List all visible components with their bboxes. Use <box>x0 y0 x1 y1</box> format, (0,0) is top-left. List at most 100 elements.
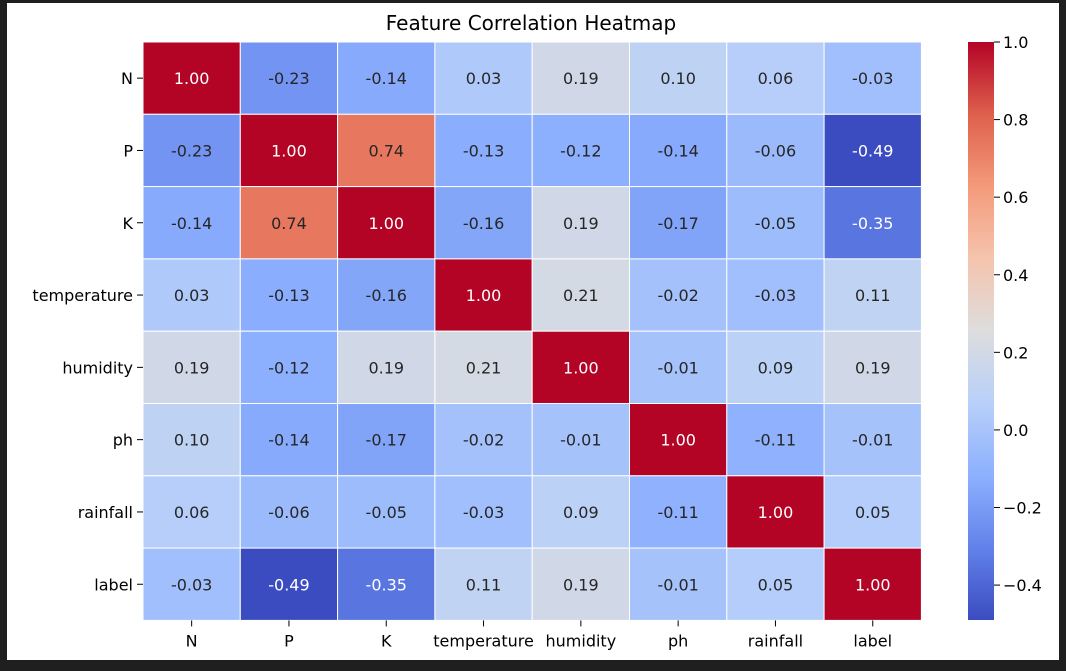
cell-value-label: -0.14 <box>366 69 407 88</box>
cell-value-label: -0.17 <box>657 214 698 233</box>
heatmap-cell <box>239 113 339 188</box>
chart-figure: Feature Correlation Heatmap 1.00 -0.23 -0.… <box>7 3 1059 660</box>
cell-value-label: 0.19 <box>563 214 599 233</box>
cell-value-label: -0.12 <box>268 358 309 377</box>
cell-value-label: -0.17 <box>366 431 407 450</box>
cell-value-label: 1.00 <box>466 286 502 305</box>
cell-value-label: -0.01 <box>657 358 698 377</box>
cell-value-label: -0.11 <box>657 503 698 522</box>
colorbar-tick-label: 0.2 <box>1003 343 1028 362</box>
heatmap-cell <box>434 330 533 405</box>
heatmap-cell <box>823 113 922 188</box>
cell-value-label: -0.49 <box>268 575 309 594</box>
heatmap-cell <box>142 475 241 549</box>
heatmap-cell <box>434 113 533 188</box>
heatmap-cell <box>531 258 631 332</box>
heatmap-cell <box>629 113 728 188</box>
colorbar-tick-label: 0.0 <box>1003 421 1028 440</box>
x-tick-label: P <box>284 631 294 650</box>
cell-value-label: -0.02 <box>657 286 698 305</box>
heatmap-chart: Feature Correlation Heatmap 1.00 -0.23 -0.… <box>32 11 1042 650</box>
cell-value-label: 1.00 <box>758 503 794 522</box>
heatmap-cell <box>337 547 436 621</box>
heatmap-cell <box>434 186 533 260</box>
heatmap-cell <box>531 403 631 477</box>
cell-value-label: 1.00 <box>368 214 404 233</box>
heatmap-cell <box>239 403 339 477</box>
x-tick-label: temperature <box>433 631 534 650</box>
cell-value-label: -0.14 <box>268 431 309 450</box>
cell-value-label: -0.03 <box>171 575 212 594</box>
heatmap-cell <box>629 403 728 477</box>
heatmap-cell <box>434 41 533 115</box>
cell-value-label: 1.00 <box>563 358 599 377</box>
cell-value-label: 0.10 <box>174 431 210 450</box>
heatmap-cell <box>629 186 728 260</box>
cell-value-label: -0.03 <box>463 503 504 522</box>
cell-value-label: 0.19 <box>563 69 599 88</box>
cell-value-label: 0.21 <box>466 358 502 377</box>
heatmap-cell <box>337 258 436 332</box>
heatmap-cell <box>434 258 533 332</box>
cell-value-label: -0.05 <box>755 214 796 233</box>
heatmap-cell <box>531 113 631 188</box>
heatmap-cell <box>823 403 922 477</box>
cell-value-label: -0.13 <box>463 141 504 160</box>
heatmap-cell <box>823 186 922 260</box>
y-tick-label: rainfall <box>78 503 133 522</box>
cell-value-label: 0.74 <box>368 141 404 160</box>
colorbar-tick-label: 0.6 <box>1003 188 1028 207</box>
cell-value-label: -0.16 <box>366 286 407 305</box>
y-tick-label: temperature <box>32 286 133 305</box>
cell-value-label: -0.03 <box>852 69 893 88</box>
heatmap-cell <box>337 186 436 260</box>
cell-value-label: 0.19 <box>563 575 599 594</box>
cell-value-label: -0.03 <box>755 286 796 305</box>
cell-value-label: 0.06 <box>758 69 794 88</box>
heatmap-cell <box>726 330 825 405</box>
cell-value-label: 0.19 <box>855 358 891 377</box>
cell-value-label: 0.05 <box>758 575 794 594</box>
y-tick-label: ph <box>113 431 133 450</box>
cell-value-label: 1.00 <box>660 431 696 450</box>
heatmap-cell <box>531 330 631 405</box>
x-tick-label: N <box>186 631 198 650</box>
heatmap-cells: 1.00 -0.23 -0.14 0.03 0.19 0.10 0.06 -0.03 -0.23… <box>142 41 922 621</box>
x-tick-label: label <box>853 631 892 650</box>
heatmap-cell <box>629 330 728 405</box>
cell-value-label: -0.06 <box>755 141 796 160</box>
cell-value-label: 0.11 <box>466 575 502 594</box>
cell-value-label: -0.23 <box>171 141 212 160</box>
chart-title: Feature Correlation Heatmap <box>386 11 676 35</box>
heatmap-cell <box>434 547 533 621</box>
cell-value-label: -0.14 <box>657 141 698 160</box>
cell-value-label: 0.05 <box>855 503 891 522</box>
cell-value-label: 0.06 <box>174 503 210 522</box>
cell-value-label: -0.12 <box>560 141 601 160</box>
cell-value-label: -0.01 <box>852 431 893 450</box>
cell-value-label: 0.09 <box>563 503 599 522</box>
heatmap-cell <box>337 330 436 405</box>
cell-value-label: -0.35 <box>852 214 893 233</box>
colorbar-tick-label: 1.0 <box>1003 33 1028 52</box>
heatmap-cell <box>239 547 339 621</box>
cell-value-label: -0.06 <box>268 503 309 522</box>
heatmap-cell <box>142 186 241 260</box>
cell-value-label: -0.01 <box>657 575 698 594</box>
heatmap-cell <box>239 186 339 260</box>
x-tick-label: ph <box>668 631 688 650</box>
cell-value-label: 1.00 <box>174 69 210 88</box>
cell-value-label: -0.16 <box>463 214 504 233</box>
heatmap-cell <box>337 41 436 115</box>
cell-value-label: 0.21 <box>563 286 599 305</box>
heatmap-cell <box>726 186 825 260</box>
cell-value-label: 1.00 <box>855 575 891 594</box>
cell-value-label: 0.10 <box>660 69 696 88</box>
heatmap-cell <box>531 41 631 115</box>
heatmap-cell <box>629 41 728 115</box>
heatmap-cell <box>823 41 922 115</box>
colorbar-tick-label: −0.4 <box>1003 576 1042 595</box>
cell-value-label: -0.13 <box>268 286 309 305</box>
colorbar-gradient <box>968 42 994 620</box>
